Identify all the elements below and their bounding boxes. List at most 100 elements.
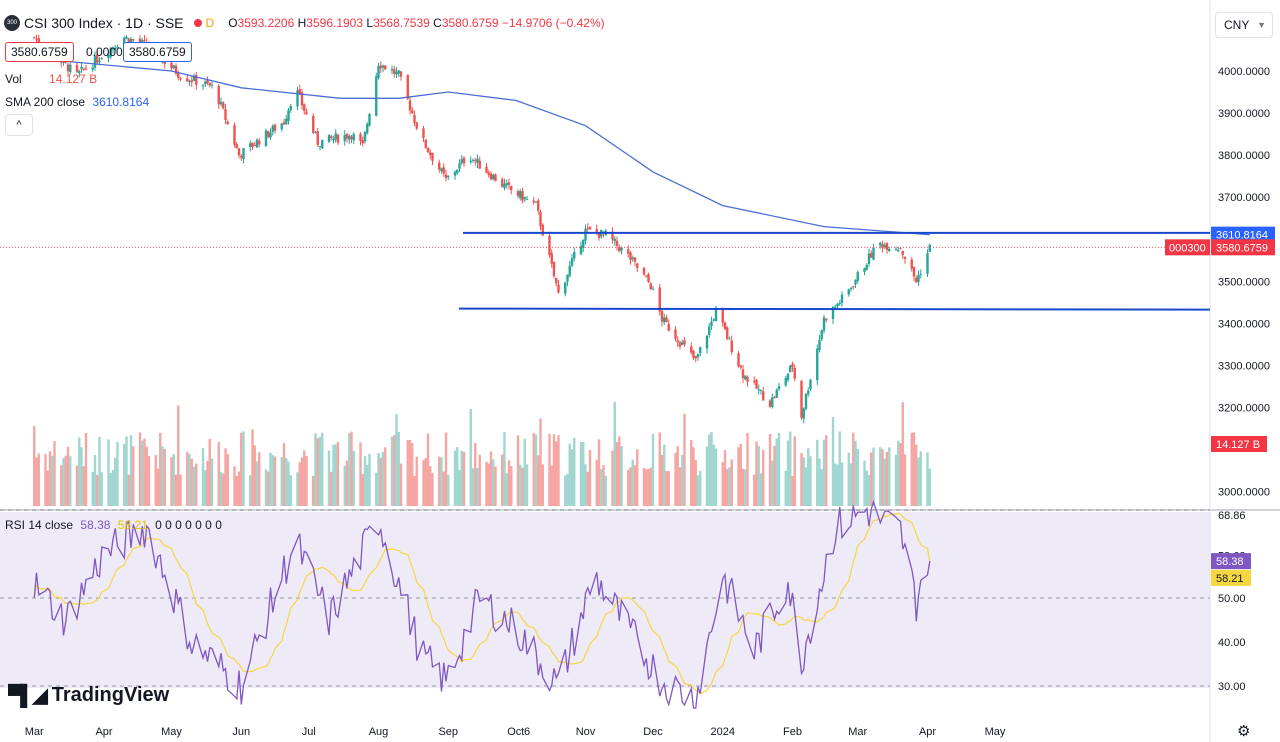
volume-bar bbox=[584, 464, 587, 506]
candle bbox=[474, 157, 477, 166]
volume-bar bbox=[645, 469, 648, 506]
volume-bar bbox=[359, 442, 362, 506]
candle bbox=[881, 240, 884, 253]
candle bbox=[611, 227, 614, 244]
candle bbox=[804, 393, 808, 411]
candle-body bbox=[831, 306, 835, 320]
volume-bar bbox=[478, 454, 481, 506]
candle-body bbox=[210, 84, 214, 86]
sma-legend[interactable]: SMA 200 close 3610.8164 bbox=[5, 95, 150, 109]
volume-bar bbox=[683, 413, 686, 506]
buy-price-box[interactable]: 3580.6759 bbox=[123, 42, 192, 62]
volume-bar bbox=[534, 434, 538, 506]
volume-bar bbox=[251, 429, 254, 506]
candle-body bbox=[667, 323, 670, 331]
symbol-title[interactable]: CSI 300 Index · 1D · SSE bbox=[24, 15, 184, 31]
candle bbox=[519, 188, 522, 201]
candle bbox=[584, 224, 587, 245]
candle bbox=[552, 261, 556, 279]
candle bbox=[235, 141, 238, 149]
tradingview-logo[interactable]: ▀▌◢ TradingView bbox=[8, 684, 170, 707]
candle bbox=[503, 178, 506, 191]
volume-bar bbox=[269, 452, 272, 506]
settings-gear-icon[interactable]: ⚙ bbox=[1237, 723, 1251, 740]
rsi-legend[interactable]: RSI 14 close 58.38 58.21 0 0 0 0 0 0 0 bbox=[5, 518, 222, 532]
volume-bar bbox=[273, 456, 277, 506]
candle-body bbox=[901, 250, 904, 255]
candle bbox=[852, 285, 855, 290]
candle-body bbox=[838, 303, 841, 305]
volume-bar bbox=[100, 472, 103, 506]
candle bbox=[573, 247, 576, 262]
volume-bar bbox=[730, 459, 733, 506]
candle bbox=[840, 291, 844, 307]
volume-bar bbox=[678, 467, 682, 506]
sell-price-box[interactable]: 3580.6759 bbox=[5, 42, 74, 62]
candle-body bbox=[737, 353, 740, 367]
ohlc-low: 3568.7539 bbox=[373, 16, 430, 30]
candle-body bbox=[75, 64, 79, 72]
candle bbox=[825, 318, 828, 323]
volume-bar bbox=[642, 467, 646, 506]
candle bbox=[579, 241, 583, 256]
volume-bar bbox=[784, 470, 787, 506]
volume-bar bbox=[240, 432, 243, 506]
candle bbox=[453, 170, 457, 181]
candle-body bbox=[397, 70, 400, 74]
candle bbox=[424, 139, 427, 149]
candle-body bbox=[332, 138, 335, 140]
candle bbox=[478, 156, 481, 169]
volume-bar bbox=[177, 405, 180, 506]
volume-bar bbox=[620, 446, 623, 506]
candle bbox=[642, 267, 646, 276]
volume-legend[interactable]: Vol 14.127 B bbox=[5, 72, 98, 86]
volume-bar bbox=[926, 452, 929, 506]
delayed-data-badge[interactable]: D bbox=[205, 16, 215, 30]
sma200-line bbox=[34, 57, 930, 236]
candle-body bbox=[222, 102, 225, 109]
volume-bar bbox=[903, 454, 907, 506]
volume-bar bbox=[447, 474, 450, 506]
currency-select[interactable]: CNY ▼ bbox=[1215, 12, 1273, 38]
volume-bar bbox=[836, 464, 839, 506]
volume-bar bbox=[366, 465, 369, 506]
volume-bar bbox=[737, 447, 740, 506]
candle bbox=[174, 63, 178, 76]
candle bbox=[188, 79, 191, 86]
time-axis-label: 2024 bbox=[711, 726, 735, 738]
time-axis-label: Nov bbox=[576, 726, 596, 738]
candle bbox=[237, 148, 241, 159]
candle-body bbox=[762, 391, 765, 401]
candle-body bbox=[516, 191, 520, 196]
candle bbox=[901, 250, 904, 259]
candle-body bbox=[426, 147, 430, 153]
candle-body bbox=[696, 354, 700, 358]
volume-bar bbox=[541, 464, 544, 506]
candle bbox=[676, 336, 679, 348]
price-axis-tick: 3000.0000 bbox=[1218, 487, 1270, 499]
volume-bar bbox=[759, 473, 763, 506]
candle bbox=[681, 339, 684, 346]
candle bbox=[300, 88, 304, 110]
candle bbox=[489, 171, 493, 181]
candle bbox=[566, 274, 569, 287]
candle-body bbox=[834, 306, 837, 308]
time-axis-label: 6 bbox=[524, 726, 530, 738]
volume-bar bbox=[775, 438, 778, 506]
volume-bar bbox=[723, 450, 727, 506]
candle-body bbox=[469, 161, 472, 163]
candle bbox=[915, 275, 918, 283]
candle-body bbox=[613, 238, 616, 242]
candle bbox=[312, 113, 315, 134]
candle-body bbox=[917, 274, 920, 282]
candle bbox=[444, 169, 448, 182]
collapse-legend-button[interactable]: ^ bbox=[5, 114, 33, 136]
candle bbox=[816, 344, 819, 386]
candle bbox=[460, 155, 463, 166]
candle bbox=[618, 244, 621, 253]
candle bbox=[525, 195, 529, 200]
volume-bar bbox=[831, 417, 835, 506]
candle bbox=[366, 122, 369, 135]
candle bbox=[894, 246, 898, 251]
